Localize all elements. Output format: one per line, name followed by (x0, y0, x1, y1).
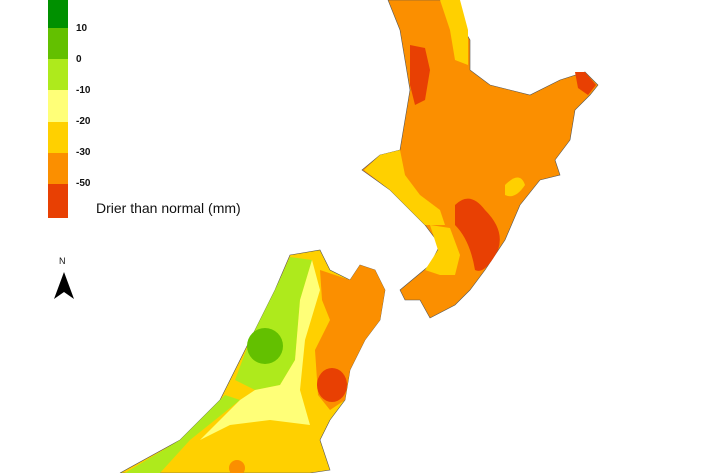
north-island-yellow-west (364, 150, 445, 225)
north-label: N (59, 256, 66, 266)
legend-swatch (48, 59, 68, 90)
legend-label: -20 (76, 116, 91, 127)
legend-title: Drier than normal (mm) (96, 200, 241, 216)
legend-swatch (48, 184, 68, 218)
north-island-yellow-northeast (440, 0, 468, 65)
legend-swatch (48, 0, 68, 28)
legend-swatch (48, 153, 68, 184)
legend-swatch (48, 122, 68, 153)
north-island-red-hawkes-bay (455, 198, 500, 271)
south-island-green-blob (247, 328, 283, 364)
south-island-lightgreen-southwest (125, 395, 240, 473)
legend-swatch (48, 90, 68, 122)
north-island-yellow-south (425, 225, 460, 275)
north-arrow-icon (54, 272, 74, 299)
south-island (119, 249, 386, 473)
south-island-orange-south (229, 460, 245, 473)
south-island-red-blob (317, 368, 347, 402)
north-island (361, 0, 599, 319)
legend-label: -10 (76, 85, 91, 96)
legend-label: 10 (76, 23, 88, 34)
north-island-red-northland (410, 45, 430, 105)
legend-swatch (48, 28, 68, 59)
south-island-lightyellow-band (200, 260, 320, 440)
legend-label: 0 (76, 54, 82, 65)
north-island-yellow-bay (505, 177, 525, 197)
legend-label: -50 (76, 178, 91, 189)
north-island-red-eastcape (575, 72, 596, 95)
legend-label: -30 (76, 147, 91, 158)
